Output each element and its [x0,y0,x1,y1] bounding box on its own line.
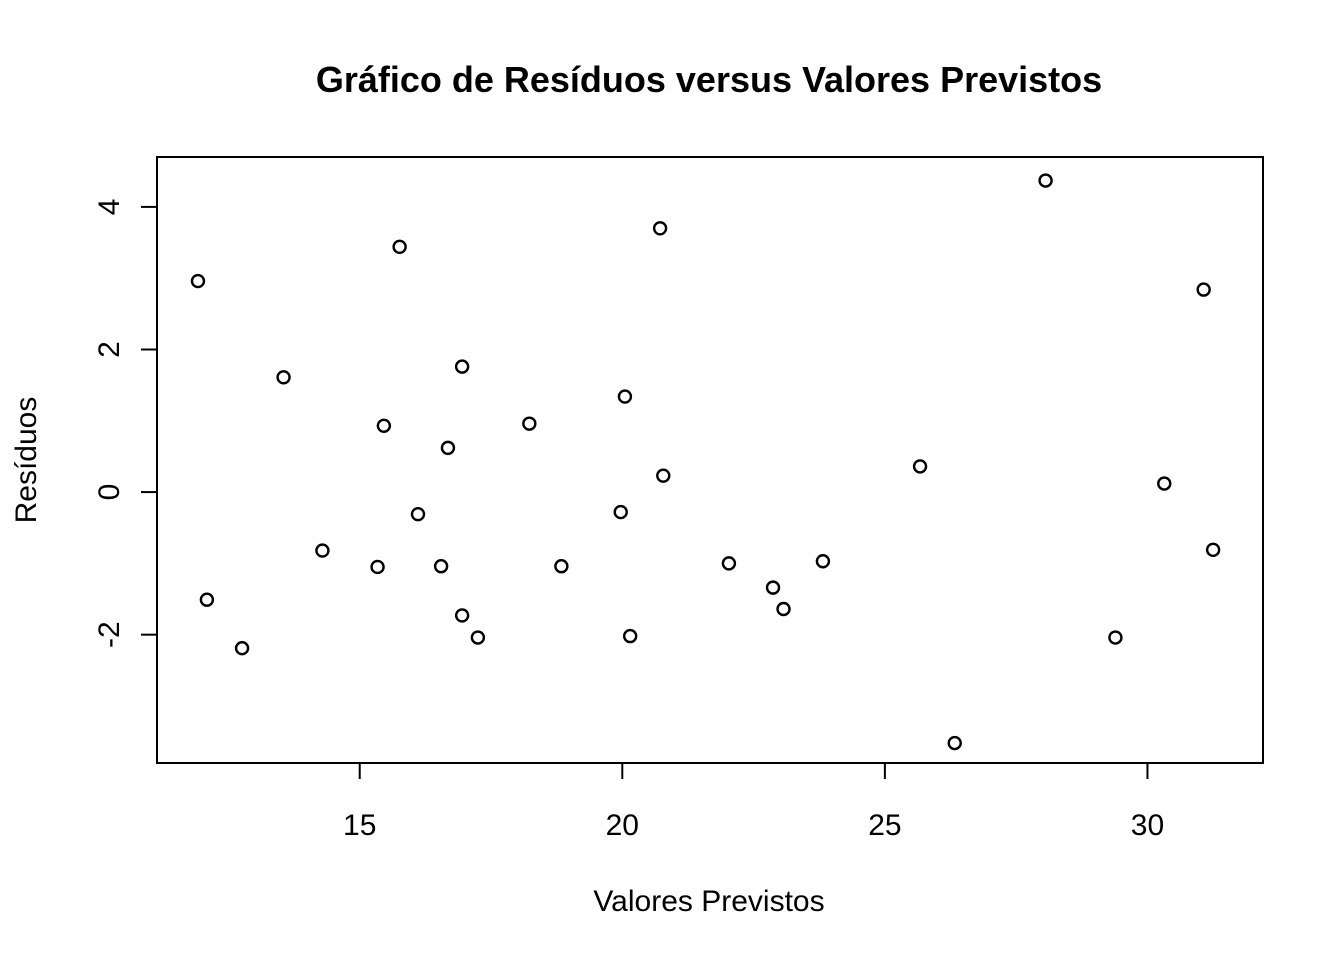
data-points [190,173,1221,751]
data-point [617,389,633,404]
plot-frame [156,156,1264,764]
data-point [433,559,449,574]
data-point [392,239,407,255]
data-point [815,554,831,569]
x-tick-label: 15 [343,809,376,842]
data-point [656,468,671,483]
data-point [947,735,962,751]
data-point [370,559,385,575]
x-tick-label: 20 [606,809,639,842]
data-point [613,504,628,520]
data-point [622,628,638,644]
data-point [765,580,781,595]
x-tick-label: 25 [868,809,901,842]
x-axis: 15 20 25 30 [343,762,1164,842]
data-point [721,556,737,571]
data-point [1157,476,1172,491]
data-point [199,592,215,607]
data-point [440,440,456,456]
data-point [554,559,569,574]
data-point [912,459,928,474]
data-point [234,641,250,656]
data-point [1205,542,1221,558]
data-point [190,273,206,289]
data-point [410,506,426,522]
x-tick-label: 30 [1131,809,1164,842]
data-point [376,418,392,433]
y-tick-label: 0 [93,484,126,501]
data-point [454,608,470,623]
chart-title: Gráfico de Resíduos versus Valores Previ… [316,59,1102,100]
data-point [522,416,537,431]
y-axis-label: Resíduos [10,397,43,524]
y-tick-label: 4 [93,199,126,216]
data-point [652,221,668,236]
data-point [454,359,470,374]
data-point [776,601,791,617]
y-tick-label: -2 [93,621,126,648]
y-axis: -2 0 2 4 [93,199,158,648]
data-point [276,370,291,385]
data-point [1196,282,1211,297]
data-point [1038,173,1053,188]
data-point [1108,630,1123,645]
data-point [470,630,486,645]
y-tick-label: 2 [93,341,126,358]
data-point [315,543,330,558]
x-axis-label: Valores Previstos [593,885,824,918]
